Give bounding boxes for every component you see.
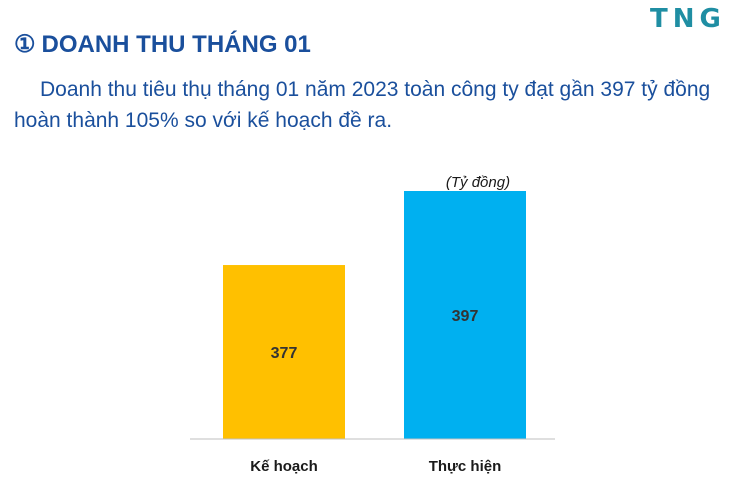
- labels-layer: 377 Kế hoạch 397 Thực hiện: [250, 308, 501, 475]
- data-label-plan: 377: [271, 345, 298, 362]
- bar-plan: [223, 265, 345, 439]
- category-label-plan: Kế hoạch: [250, 458, 318, 475]
- data-label-actual: 397: [452, 308, 479, 325]
- bars-layer: [223, 191, 526, 439]
- summary-text: Doanh thu tiêu thụ tháng 01 năm 2023 toà…: [14, 78, 711, 132]
- title-text: DOANH THU THÁNG 01: [41, 31, 311, 58]
- page-title: ① DOANH THU THÁNG 01: [14, 30, 311, 59]
- bar-actual: [404, 191, 526, 439]
- unit-label: (Tỷ đồng): [446, 174, 510, 191]
- company-logo: TNG: [650, 4, 726, 34]
- section-number: ①: [14, 31, 36, 58]
- category-label-actual: Thực hiện: [429, 458, 502, 475]
